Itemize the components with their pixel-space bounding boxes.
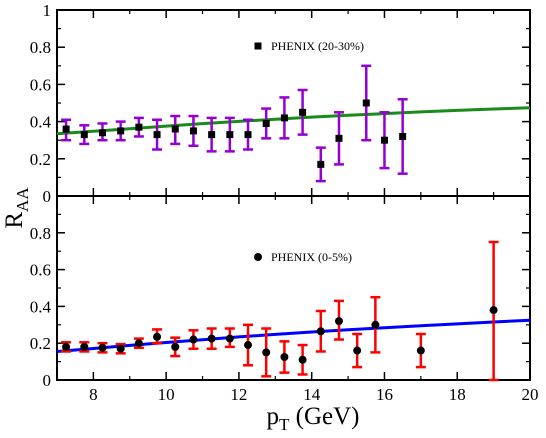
model-curve <box>56 318 531 353</box>
x-tick-label: 12 <box>230 385 247 404</box>
data-point-square <box>299 108 307 116</box>
y-tick-label: 0.2 <box>30 150 51 169</box>
y-tick-label: 0.8 <box>30 38 51 57</box>
data-point-circle <box>207 334 216 343</box>
data-point-circle <box>262 348 271 357</box>
legend-label: PHENIX (20-30%) <box>271 39 364 53</box>
y-tick-label: 0.6 <box>30 75 51 94</box>
y-axis-title-main: R <box>1 212 28 229</box>
y-tick-label: 0.2 <box>30 334 51 353</box>
data-point-square <box>226 131 234 139</box>
x-axis-title-main: p <box>267 403 280 430</box>
data-point-square <box>62 125 70 133</box>
data-point-square <box>80 131 88 139</box>
legend-label: PHENIX (0-5%) <box>271 250 352 264</box>
y-tick-label: 0.4 <box>30 113 52 132</box>
data-point-circle <box>244 341 253 350</box>
y-axis-title-subscript: AA <box>13 187 32 212</box>
plot-frame <box>56 9 531 197</box>
data-point-square <box>280 114 288 122</box>
data-point-square <box>244 131 252 139</box>
data-point-circle <box>316 327 325 336</box>
model-curve <box>56 106 531 136</box>
y-tick-label: 0.8 <box>30 224 51 243</box>
data-point-circle <box>62 342 71 351</box>
plot-frame <box>56 195 531 381</box>
data-point-circle <box>416 346 425 355</box>
data-point-square <box>117 127 125 135</box>
x-tick-label: 18 <box>449 385 466 404</box>
x-axis-title-unit: (GeV) <box>289 403 359 430</box>
data-point-square <box>262 119 270 127</box>
data-point-square <box>135 123 143 131</box>
x-tick-label: 10 <box>158 385 175 404</box>
x-axis-title: pT (GeV) <box>267 403 360 434</box>
x-axis-title-subscript: T <box>279 415 290 434</box>
data-point-circle <box>189 335 198 344</box>
y-tick-label: 0.4 <box>30 297 52 316</box>
data-point-circle <box>353 346 362 355</box>
data-point-circle <box>280 353 289 361</box>
data-point-circle <box>153 332 162 341</box>
data-point-square <box>380 136 388 144</box>
legend-marker-circle <box>254 253 262 261</box>
data-point-circle <box>225 334 234 343</box>
data-point-square <box>335 134 343 142</box>
x-tick-label: 8 <box>89 385 98 404</box>
data-point-circle <box>80 342 89 351</box>
data-point-square <box>362 99 370 107</box>
y-tick-label: 0.6 <box>30 261 51 280</box>
data-point-square <box>98 129 106 137</box>
bottom-panel: 0 0.2 0.4 0.6 0.8 8 10 12 14 16 18 20 PHENIX (0-5%) <box>30 195 539 404</box>
data-point-circle <box>98 343 107 352</box>
x-tick-label: 20 <box>522 385 539 404</box>
data-point-square <box>208 131 216 139</box>
data-point-square <box>317 160 325 168</box>
x-tick-label: 16 <box>376 385 393 404</box>
data-point-circle <box>171 342 180 351</box>
data-point-circle <box>298 355 307 364</box>
data-point-circle <box>116 344 125 353</box>
legend-marker-square <box>254 42 262 50</box>
data-point-circle <box>489 306 498 315</box>
data-point-square <box>399 132 407 140</box>
data-point-square <box>153 131 161 139</box>
y-tick-label: 0 <box>43 371 52 390</box>
y-tick-label: 0 <box>43 187 52 206</box>
data-point-square <box>189 127 197 135</box>
top-panel: 0 0.2 0.4 0.6 0.8 1 PHENIX (20-30%) <box>30 1 531 206</box>
data-point-circle <box>334 317 343 326</box>
y-tick-label: 1 <box>43 1 52 20</box>
data-point-circle <box>134 339 143 348</box>
data-point-square <box>171 125 179 133</box>
y-axis-title: RAA <box>1 187 32 229</box>
data-point-circle <box>371 320 380 329</box>
x-tick-label: 14 <box>303 385 321 404</box>
